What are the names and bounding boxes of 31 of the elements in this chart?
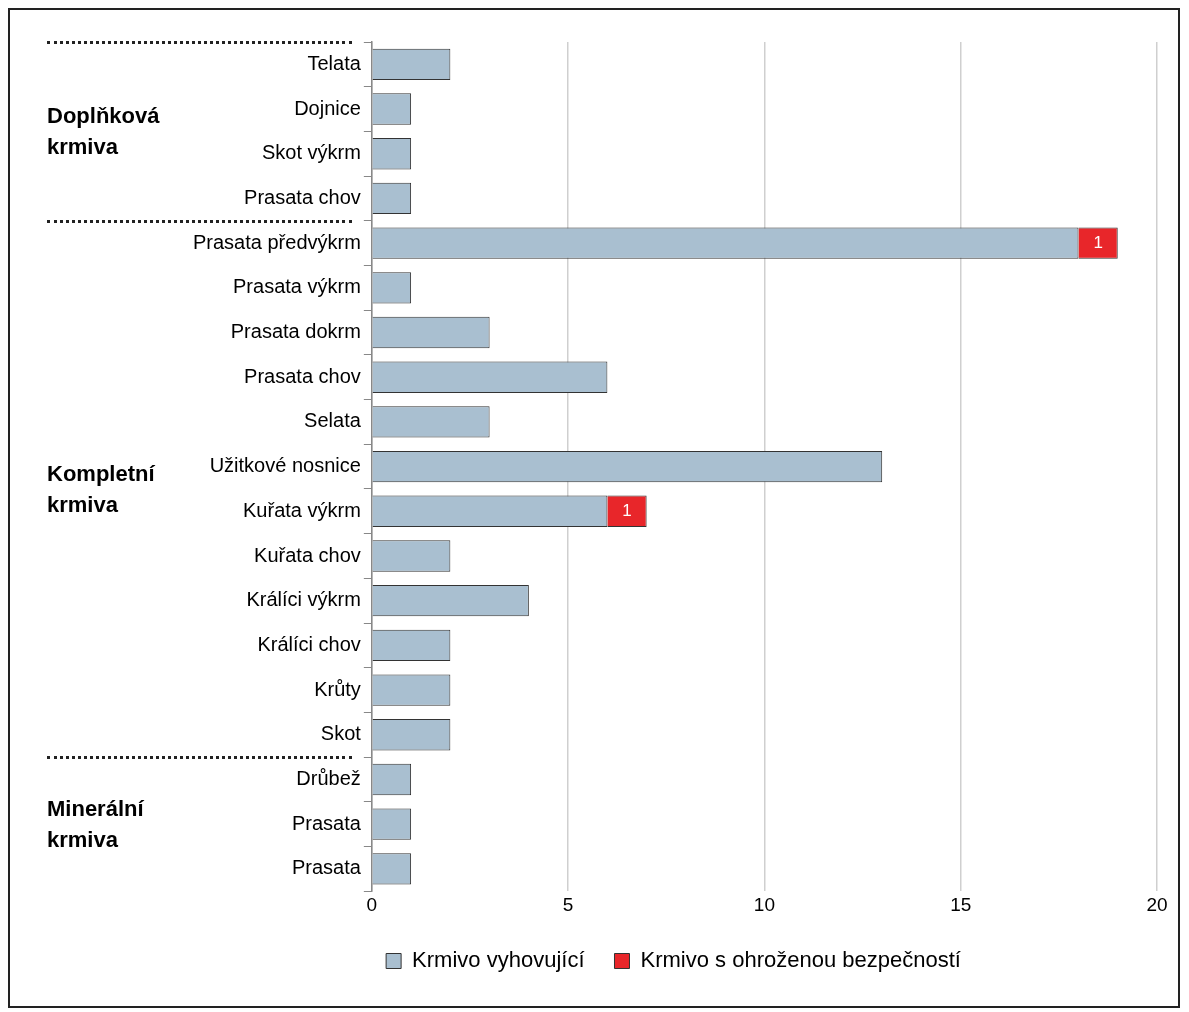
x-tick-label: 5	[562, 893, 574, 915]
x-tick-label: 15	[950, 893, 972, 915]
data-label: 1	[622, 500, 632, 520]
data-label: 1	[1093, 232, 1103, 252]
y-tick-label: Prasata chov	[244, 185, 361, 208]
x-tick-label: 20	[1146, 893, 1168, 915]
y-tick-label: Telata	[307, 51, 362, 74]
y-tick-label: Prasata dokrm	[230, 320, 361, 343]
y-tick-label: Skot výkrm	[261, 141, 361, 164]
y-tick-label: Prasata předvýkrm	[192, 230, 361, 253]
y-tick-label: Kuřata výkrm	[243, 498, 361, 521]
y-tick-label: Dojnice	[294, 96, 361, 119]
y-tick-label: Prasata	[291, 811, 362, 834]
y-tick-label: Kuřata chov	[254, 543, 361, 566]
x-tick-label: 10	[753, 893, 775, 915]
y-tick-label: Prasata výkrm	[233, 275, 361, 298]
y-tick-label: Krůty	[314, 677, 361, 700]
y-tick-label: Skot	[320, 722, 362, 745]
legend-label: Krmivo s ohroženou bezpečností	[640, 947, 961, 973]
y-tick-label: Užitkové nosnice	[209, 454, 361, 477]
y-tick-label: Prasata	[291, 856, 362, 879]
y-tick-label: Králíci výkrm	[246, 588, 361, 611]
y-tick-label: Selata	[304, 409, 362, 432]
text: Doplňková krmiva	[47, 102, 161, 162]
y-tick-label: Drůbež	[296, 766, 361, 789]
text: Minerální krmiva	[47, 795, 145, 855]
x-tick-label: 0	[366, 893, 378, 915]
text: Kompletní krmiva	[47, 459, 156, 519]
y-tick-label: Králíci chov	[257, 632, 361, 655]
legend-label: Krmivo vyhovující	[412, 947, 585, 973]
y-tick-label: Prasata chov	[244, 364, 361, 387]
